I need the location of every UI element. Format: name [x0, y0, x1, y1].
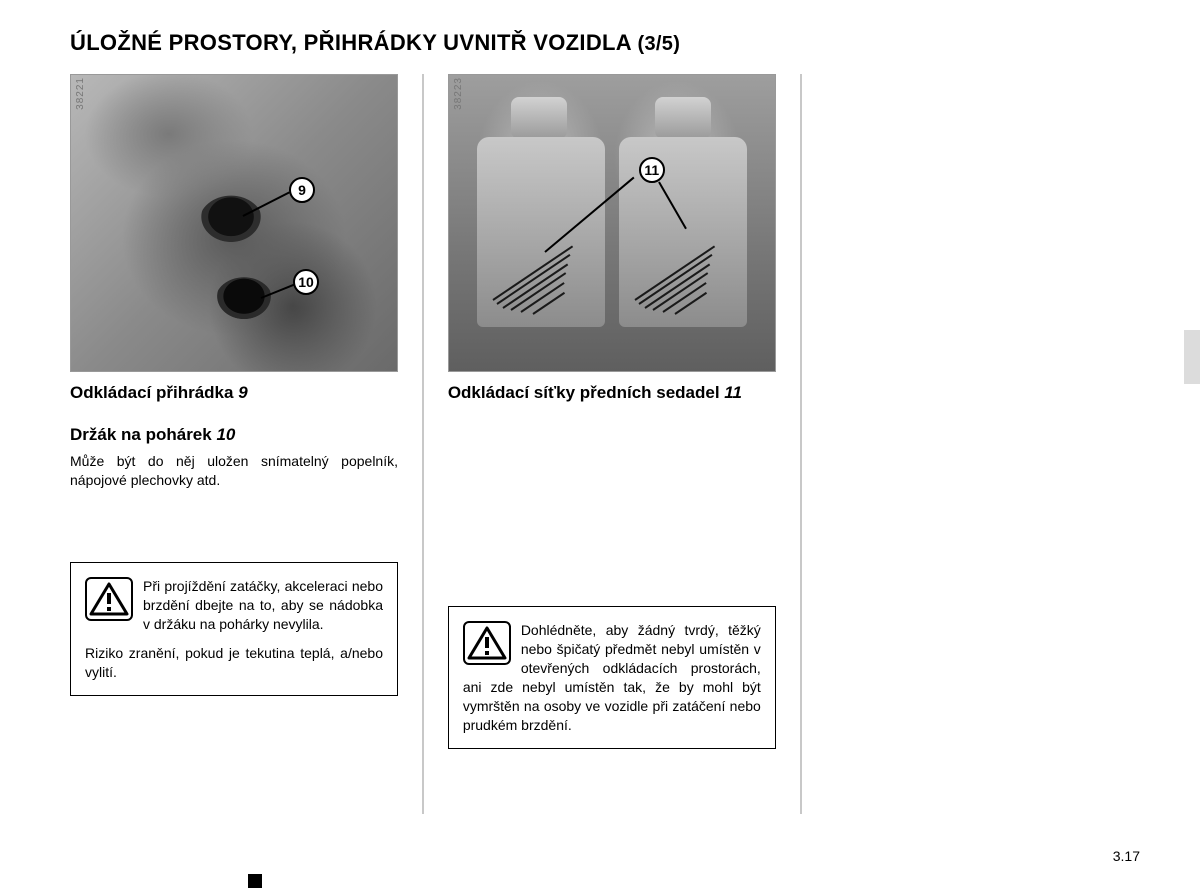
figure-center-console: 38221 9 10 — [70, 74, 398, 372]
figure-id: 38223 — [453, 77, 464, 110]
heading-seat-nets: Odkládací síťky předních sedadel 11 — [448, 382, 776, 404]
page-number: 3.17 — [1113, 848, 1140, 864]
binding-mark — [248, 874, 262, 888]
warning-icon — [85, 577, 133, 626]
column-divider — [422, 74, 424, 814]
warning-box-left: Při projíždění zatáčky, akceleraci nebo … — [70, 562, 398, 696]
column-divider — [800, 74, 802, 814]
callout-11: 11 — [639, 157, 665, 183]
column-left: 38221 9 10 Odkládací přihrádka 9 Držák n… — [70, 74, 398, 814]
section-tab — [1184, 330, 1200, 384]
title-part: (3/5) — [638, 33, 681, 55]
headrest-graphic — [511, 97, 567, 139]
seat-net-hatch — [627, 223, 737, 313]
heading-cup-holder: Držák na pohárek 10 — [70, 424, 398, 446]
warning-text-1: Při projíždění zatáčky, akceleraci nebo … — [143, 578, 383, 632]
figure-id: 38221 — [75, 77, 86, 110]
seat-net-hatch — [485, 223, 595, 313]
figure-seat-nets: 38223 11 — [448, 74, 776, 372]
warning-box-right: Dohlédněte, aby žádný tvrdý, těžký nebo … — [448, 606, 776, 749]
cup-holder-description: Může být do něj uložen snímatelný popeln… — [70, 452, 398, 490]
storage-bin-graphic — [199, 196, 263, 249]
headrest-graphic — [655, 97, 711, 139]
callout-10: 10 — [293, 269, 319, 295]
column-right — [826, 74, 1140, 814]
callout-9: 9 — [289, 177, 315, 203]
warning-text-2: Riziko zranění, pokud je tekutina teplá,… — [85, 644, 383, 682]
content-columns: 38221 9 10 Odkládací přihrádka 9 Držák n… — [70, 74, 1140, 814]
page-title: ÚLOŽNÉ PROSTORY, PŘIHRÁDKY UVNITŘ VOZIDL… — [70, 30, 1140, 56]
warning-icon — [463, 621, 511, 670]
title-main: ÚLOŽNÉ PROSTORY, PŘIHRÁDKY UVNITŘ VOZIDL… — [70, 30, 631, 55]
column-middle: 38223 11 Odkládací síťky předních sedade… — [448, 74, 776, 814]
cup-holder-graphic — [215, 277, 273, 325]
heading-storage-bin: Odkládací přihrádka 9 — [70, 382, 398, 404]
